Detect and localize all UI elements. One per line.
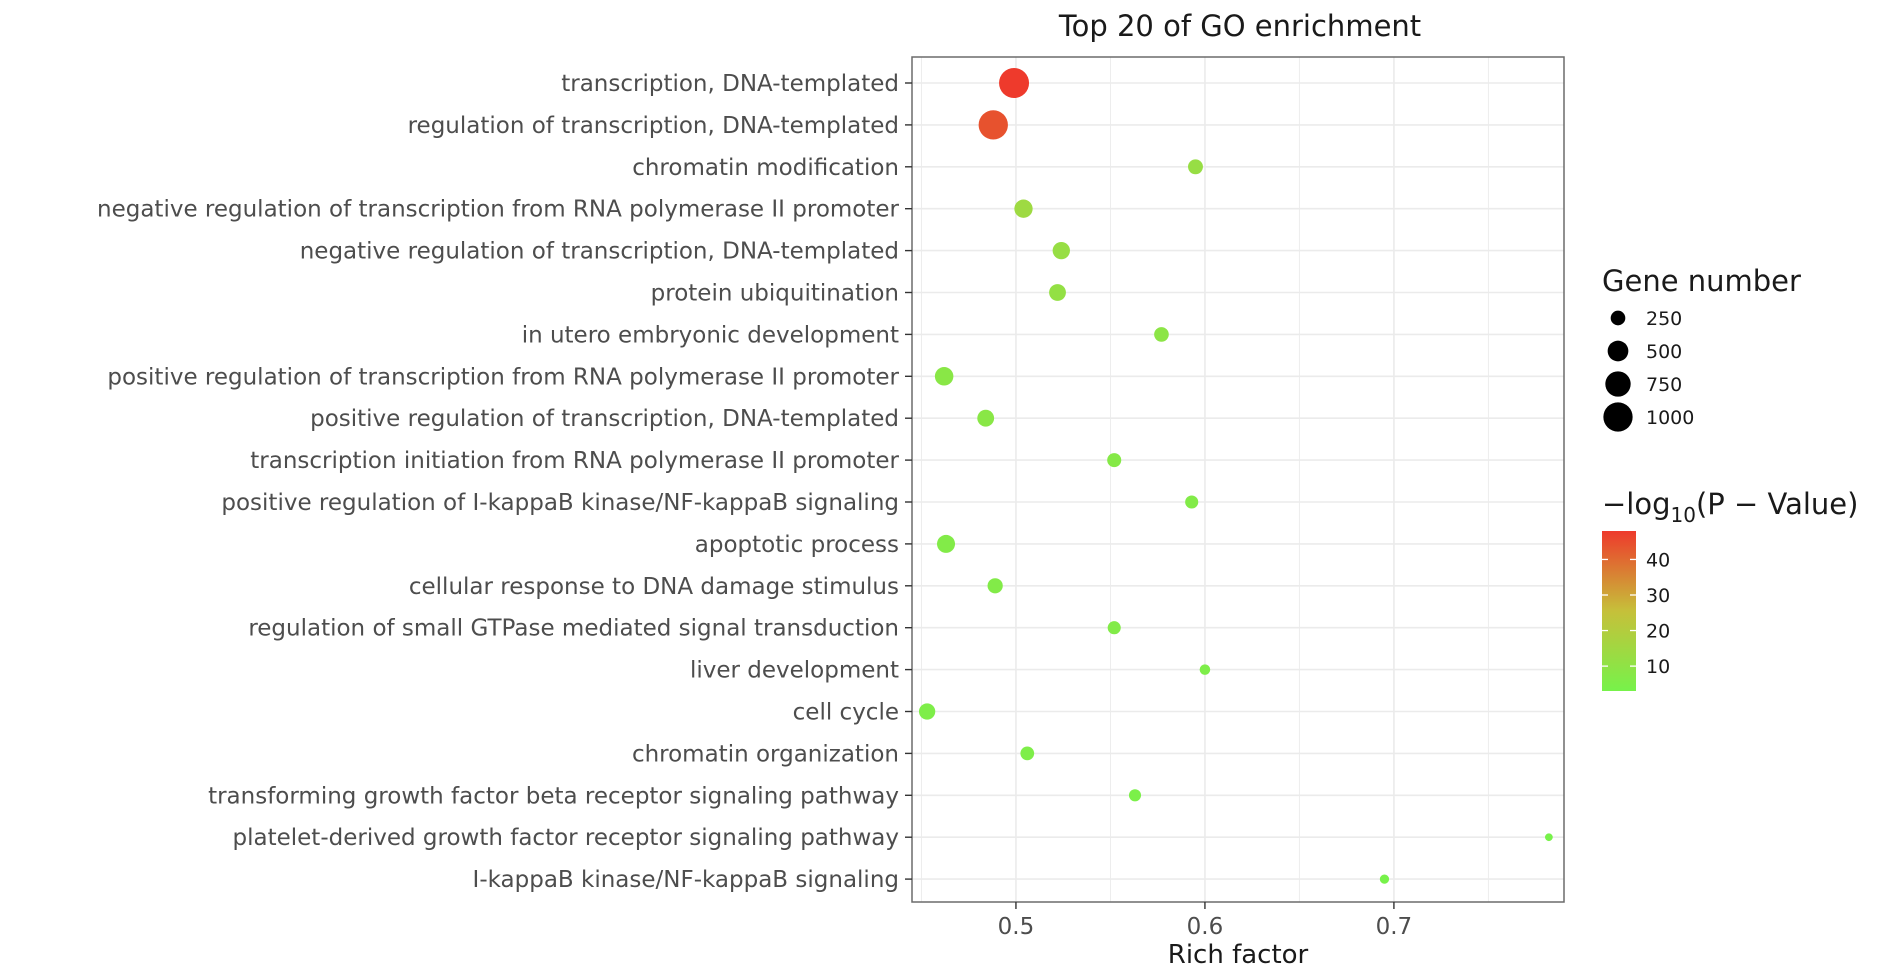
y-tick-label: platelet-derived growth factor receptor …	[233, 825, 899, 851]
legend-size-label: 1000	[1646, 407, 1694, 429]
color-bar-label: 30	[1646, 585, 1670, 607]
legend-size-title: Gene number	[1602, 264, 1801, 298]
y-tick-label: regulation of small GTPase mediated sign…	[248, 616, 899, 642]
y-tick-label: apoptotic process	[695, 532, 899, 558]
y-tick-label: protein ubiquitination	[651, 281, 899, 307]
data-point	[978, 110, 1008, 140]
legend-color-title-suffix: (P − Value)	[1696, 487, 1859, 521]
data-point	[1188, 159, 1203, 175]
legend-size-label: 500	[1646, 341, 1682, 363]
data-point	[934, 367, 954, 386]
color-bar	[1602, 531, 1636, 691]
y-tick-label: positive regulation of transcription fro…	[107, 364, 899, 390]
plot-panel-background	[912, 57, 1564, 902]
legend-size-key	[1603, 402, 1633, 432]
data-point	[999, 68, 1030, 98]
data-point	[1128, 789, 1142, 802]
y-tick-label: positive regulation of transcription, DN…	[310, 406, 899, 432]
plot-panel-border	[911, 56, 1565, 903]
data-point	[977, 409, 995, 427]
legend-size-key	[1607, 340, 1629, 362]
x-tick-label: 0.5	[998, 914, 1035, 940]
data-point	[1107, 453, 1122, 468]
y-tick-label: chromatin organization	[632, 741, 899, 767]
y-tick-label: in utero embryonic development	[522, 322, 899, 348]
y-tick-label: transcription initiation from RNA polyme…	[250, 448, 899, 474]
x-axis: 0.5 0.6 0.7	[998, 902, 1413, 940]
y-tick-label: negative regulation of transcription, DN…	[300, 239, 899, 265]
data-points	[918, 68, 1553, 884]
y-tick-label: chromatin modification	[632, 155, 899, 181]
y-tick-label: cellular response to DNA damage stimulus	[409, 574, 899, 600]
y-tick-label: negative regulation of transcription fro…	[97, 197, 900, 223]
y-tick-label: cell cycle	[793, 700, 899, 726]
legend-size-label: 250	[1646, 308, 1682, 330]
legend-gene-number: Gene number 250 500 750 1000	[1602, 264, 1801, 432]
data-point	[1052, 241, 1070, 260]
data-point	[1107, 621, 1121, 635]
x-tick-label: 0.7	[1376, 914, 1413, 940]
data-point	[987, 578, 1003, 594]
data-point	[936, 534, 956, 553]
y-tick-label: I-kappaB kinase/NF-kappaB signaling	[473, 867, 899, 893]
y-tick-label: transcription, DNA-templated	[561, 71, 899, 97]
data-point	[1049, 284, 1066, 301]
legend-color-title: −log10(P − Value)	[1602, 487, 1858, 527]
legend-color-title-prefix: −log	[1602, 487, 1671, 521]
y-tick-label: liver development	[690, 658, 899, 684]
legend-size-key	[1610, 310, 1626, 326]
y-axis: transcription, DNA-templated regulation o…	[97, 71, 912, 893]
x-axis-label: Rich factor	[1168, 940, 1309, 965]
color-bar-label: 20	[1646, 621, 1670, 643]
data-point	[1185, 495, 1199, 509]
chart-title: Top 20 of GO enrichment	[1058, 9, 1421, 43]
legend-size-key	[1605, 371, 1631, 397]
legend-color-title-sub: 10	[1671, 503, 1696, 527]
grid-lines	[912, 57, 1564, 902]
legend-size-label: 750	[1646, 374, 1682, 396]
color-bar-label: 10	[1646, 656, 1670, 678]
data-point	[1014, 199, 1033, 218]
data-point	[1379, 874, 1390, 884]
data-point	[1199, 664, 1211, 675]
data-point	[1154, 327, 1169, 342]
color-bar-label: 40	[1646, 549, 1670, 571]
x-tick-label: 0.6	[1187, 914, 1224, 940]
y-tick-label: regulation of transcription, DNA-templat…	[408, 113, 899, 139]
y-tick-label: positive regulation of I-kappaB kinase/N…	[221, 490, 899, 516]
data-point	[918, 703, 936, 720]
data-point	[1545, 833, 1553, 842]
y-tick-label: transforming growth factor beta receptor…	[208, 783, 899, 809]
data-point	[1020, 746, 1035, 761]
